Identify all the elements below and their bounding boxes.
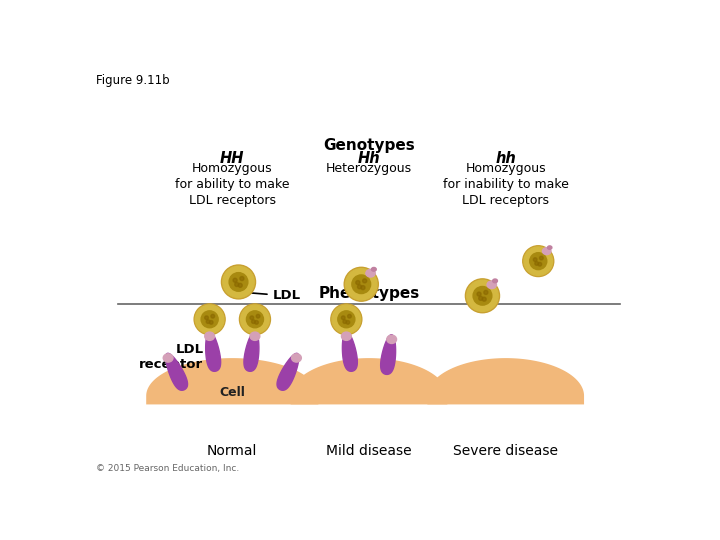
Ellipse shape [292,354,302,362]
Text: Genotypes: Genotypes [323,138,415,153]
Text: Homozygous
for inability to make
LDL receptors: Homozygous for inability to make LDL rec… [443,162,569,207]
Text: HH: HH [220,151,245,166]
Circle shape [240,305,269,334]
Circle shape [358,285,361,289]
Circle shape [479,296,483,300]
Circle shape [352,275,371,294]
Circle shape [229,273,248,291]
Circle shape [356,280,360,285]
Text: hh: hh [495,151,516,166]
Ellipse shape [487,281,497,288]
Polygon shape [166,353,187,390]
Circle shape [467,280,498,312]
Circle shape [246,311,264,328]
Text: © 2015 Pearson Education, Inc.: © 2015 Pearson Education, Inc. [96,464,240,473]
Circle shape [484,291,488,294]
Text: LDL
receptor: LDL receptor [139,343,214,372]
Circle shape [206,320,210,323]
Circle shape [255,321,258,324]
Circle shape [346,269,377,300]
Circle shape [363,279,366,283]
Text: Figure 9.11b: Figure 9.11b [96,74,170,87]
Circle shape [233,278,237,282]
Text: Phenotypes: Phenotypes [318,286,420,301]
Ellipse shape [366,269,375,277]
Polygon shape [428,359,583,403]
Circle shape [204,316,208,320]
Ellipse shape [547,246,552,249]
Circle shape [534,258,537,261]
Circle shape [344,267,378,301]
Circle shape [361,286,365,289]
Circle shape [256,314,260,318]
Text: Severe disease: Severe disease [453,444,558,457]
Polygon shape [343,332,357,372]
Circle shape [210,321,213,324]
Circle shape [238,284,242,287]
Polygon shape [244,332,259,372]
Ellipse shape [163,354,173,362]
Circle shape [251,320,256,323]
Text: Heterozygous: Heterozygous [326,162,412,175]
Ellipse shape [387,335,397,343]
Polygon shape [277,353,299,390]
Circle shape [331,304,362,335]
Circle shape [539,256,543,260]
Polygon shape [147,359,318,403]
Text: Normal: Normal [207,444,258,457]
Circle shape [195,305,224,334]
Circle shape [473,287,492,305]
Circle shape [201,311,218,328]
Circle shape [465,279,500,313]
Text: LDL: LDL [243,289,301,302]
Circle shape [250,316,253,320]
Circle shape [240,276,244,281]
Circle shape [477,292,481,296]
Ellipse shape [372,267,377,271]
Circle shape [194,304,225,335]
Text: Mild disease: Mild disease [326,444,412,457]
Circle shape [211,314,215,318]
Ellipse shape [250,332,260,340]
Circle shape [535,261,539,265]
Text: Homozygous
for ability to make
LDL receptors: Homozygous for ability to make LDL recep… [175,162,289,207]
Circle shape [538,262,541,266]
Circle shape [341,316,345,320]
Circle shape [523,246,554,276]
Circle shape [222,266,254,298]
Circle shape [332,305,361,334]
Polygon shape [381,335,395,374]
Ellipse shape [542,248,551,254]
Text: Hh: Hh [358,151,380,166]
Ellipse shape [492,279,498,283]
Ellipse shape [341,332,351,340]
Circle shape [240,304,271,335]
Circle shape [524,247,552,275]
Circle shape [482,297,486,301]
Circle shape [338,311,355,328]
Polygon shape [292,359,446,403]
Text: Cell: Cell [220,386,246,399]
Ellipse shape [204,332,215,340]
Circle shape [348,314,351,318]
Circle shape [222,265,256,299]
Circle shape [343,320,346,323]
Polygon shape [206,332,220,372]
Circle shape [235,282,239,287]
Circle shape [530,253,546,269]
Circle shape [346,321,350,324]
